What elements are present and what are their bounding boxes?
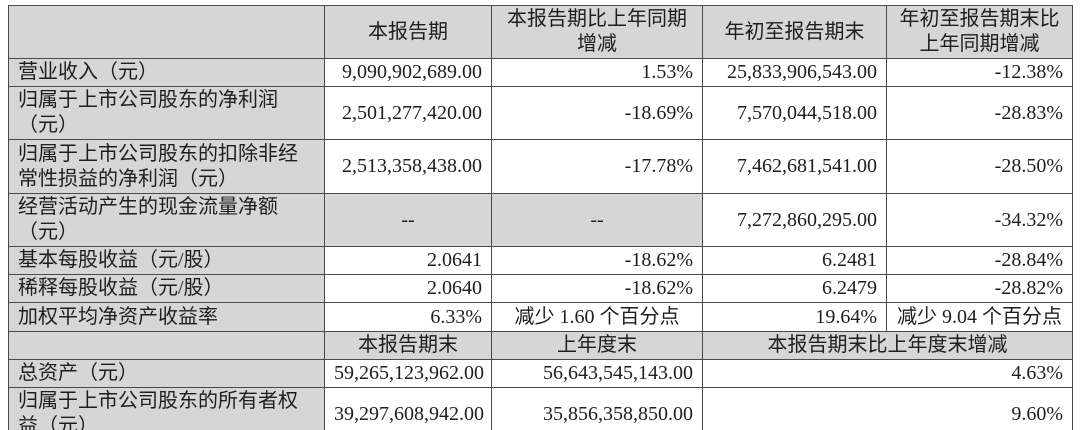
cell-roe-ytd: 19.64%	[702, 302, 887, 332]
cell-net-profit-ytd-change: -28.83%	[886, 86, 1073, 140]
column-header-year-to-date: 年初至报告期末	[702, 5, 887, 59]
cell-roe-ytd-change: 减少 9.04 个百分点	[886, 302, 1073, 332]
cell-owners-equity-change: 9.60%	[702, 387, 1073, 430]
column-header-current-period-end: 本报告期末	[324, 331, 492, 360]
cell-basic-eps-ytd-change: -28.84%	[886, 246, 1073, 275]
cell-diluted-eps-ytd: 6.2479	[702, 274, 887, 303]
cell-excl-ytd-change: -28.50%	[886, 139, 1073, 194]
cell-owners-equity-prior-year-end: 35,856,358,850.00	[491, 387, 703, 430]
table-row-weighted-roe: 加权平均净资产收益率 6.33% 减少 1.60 个百分点 19.64% 减少 …	[8, 302, 1073, 332]
cell-revenue-ytd-change: -12.38%	[886, 58, 1073, 87]
table-row-total-assets: 总资产（元） 59,265,123,962.00 56,643,545,143.…	[8, 359, 1073, 388]
column-header-current-period-yoy-change: 本报告期比上年同期增减	[491, 5, 703, 59]
row-label-net-profit-excl-nonrecurring: 归属于上市公司股东的扣除非经常性损益的净利润（元）	[8, 139, 325, 194]
financial-summary-table: 本报告期 本报告期比上年同期增减 年初至报告期末 年初至报告期末比上年同期增减 …	[8, 5, 1073, 430]
cell-cash-flow-current: --	[324, 193, 492, 247]
row-label-operating-cash-flow: 经营活动产生的现金流量净额（元）	[8, 193, 325, 247]
cell-net-profit-ytd: 7,570,044,518.00	[702, 86, 887, 140]
cell-revenue-ytd: 25,833,906,543.00	[702, 58, 887, 87]
column-header-current-period: 本报告期	[324, 5, 492, 59]
table-row-net-profit: 归属于上市公司股东的净利润（元） 2,501,277,420.00 -18.69…	[8, 86, 1073, 140]
row-label-revenue: 营业收入（元）	[8, 58, 325, 87]
header2-corner-cell	[8, 331, 325, 360]
cell-diluted-eps-ytd-change: -28.82%	[886, 274, 1073, 303]
row-label-diluted-eps: 稀释每股收益（元/股）	[8, 274, 325, 303]
table-row-basic-eps: 基本每股收益（元/股） 2.0641 -18.62% 6.2481 -28.84…	[8, 246, 1073, 275]
cell-excl-current-change: -17.78%	[491, 139, 703, 194]
row-label-basic-eps: 基本每股收益（元/股）	[8, 246, 325, 275]
cell-excl-current: 2,513,358,438.00	[324, 139, 492, 194]
table-row-diluted-eps: 稀释每股收益（元/股） 2.0640 -18.62% 6.2479 -28.82…	[8, 274, 1073, 303]
header-row-period-end: 本报告期末 上年度末 本报告期末比上年度末增减	[8, 331, 1073, 360]
table-row-net-profit-excl-nonrecurring: 归属于上市公司股东的扣除非经常性损益的净利润（元） 2,513,358,438.…	[8, 139, 1073, 194]
row-label-weighted-roe: 加权平均净资产收益率	[8, 302, 325, 332]
cell-excl-ytd: 7,462,681,541.00	[702, 139, 887, 194]
table-row-revenue: 营业收入（元） 9,090,902,689.00 1.53% 25,833,90…	[8, 58, 1073, 87]
column-header-prior-year-end: 上年度末	[491, 331, 703, 360]
column-header-period-end-change: 本报告期末比上年度末增减	[702, 331, 1073, 360]
table-row-operating-cash-flow: 经营活动产生的现金流量净额（元） -- -- 7,272,860,295.00 …	[8, 193, 1073, 247]
cell-basic-eps-current: 2.0641	[324, 246, 492, 275]
cell-total-assets-change: 4.63%	[702, 359, 1073, 388]
cell-net-profit-current: 2,501,277,420.00	[324, 86, 492, 140]
column-header-ytd-yoy-change: 年初至报告期末比上年同期增减	[886, 5, 1073, 59]
cell-net-profit-current-change: -18.69%	[491, 86, 703, 140]
cell-total-assets-period-end: 59,265,123,962.00	[324, 359, 492, 388]
cell-total-assets-prior-year-end: 56,643,545,143.00	[491, 359, 703, 388]
cell-basic-eps-current-change: -18.62%	[491, 246, 703, 275]
cell-roe-current: 6.33%	[324, 302, 492, 332]
cell-cash-flow-ytd-change: -34.32%	[886, 193, 1073, 247]
cell-cash-flow-ytd: 7,272,860,295.00	[702, 193, 887, 247]
row-label-total-assets: 总资产（元）	[8, 359, 325, 388]
header-row-period: 本报告期 本报告期比上年同期增减 年初至报告期末 年初至报告期末比上年同期增减	[8, 5, 1073, 59]
cell-revenue-current-change: 1.53%	[491, 58, 703, 87]
cell-basic-eps-ytd: 6.2481	[702, 246, 887, 275]
row-label-owners-equity: 归属于上市公司股东的所有者权益（元）	[8, 387, 325, 430]
cell-diluted-eps-current-change: -18.62%	[491, 274, 703, 303]
cell-owners-equity-period-end: 39,297,608,942.00	[324, 387, 492, 430]
table-row-owners-equity: 归属于上市公司股东的所有者权益（元） 39,297,608,942.00 35,…	[8, 387, 1073, 430]
cell-cash-flow-current-change: --	[491, 193, 703, 247]
cell-roe-current-change: 减少 1.60 个百分点	[491, 302, 703, 332]
row-label-net-profit: 归属于上市公司股东的净利润（元）	[8, 86, 325, 140]
cell-revenue-current: 9,090,902,689.00	[324, 58, 492, 87]
header-corner-cell	[8, 5, 325, 59]
cell-diluted-eps-current: 2.0640	[324, 274, 492, 303]
